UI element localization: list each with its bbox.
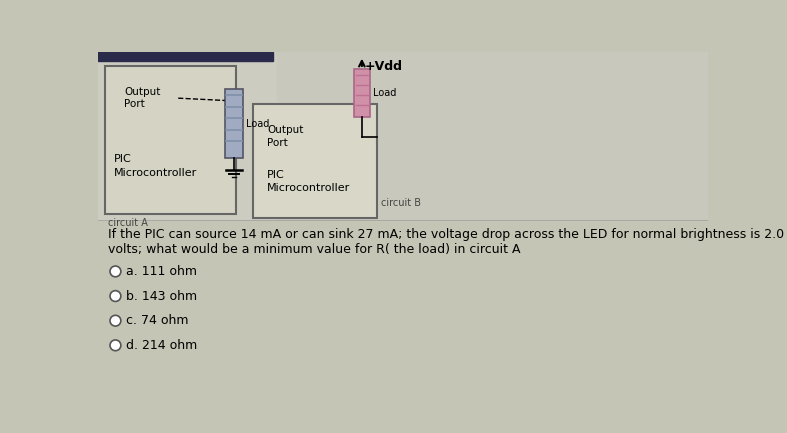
Text: c. 74 ohm: c. 74 ohm <box>125 314 188 327</box>
Text: circuit A: circuit A <box>109 218 148 228</box>
Text: d. 214 ohm: d. 214 ohm <box>125 339 197 352</box>
Bar <box>225 89 243 158</box>
Text: Load: Load <box>246 119 269 129</box>
Bar <box>98 52 273 61</box>
Text: +Vdd: +Vdd <box>365 60 403 73</box>
Text: b. 143 ohm: b. 143 ohm <box>125 290 197 303</box>
Bar <box>276 52 708 220</box>
Text: If the PIC can source 14 mA or can sink 27 mA; the voltage drop across the LED f: If the PIC can source 14 mA or can sink … <box>108 227 784 240</box>
Text: volts; what would be a minimum value for R( the load) in circuit A: volts; what would be a minimum value for… <box>108 243 520 256</box>
Text: PIC
Microcontroller: PIC Microcontroller <box>114 154 197 178</box>
Bar <box>98 52 708 220</box>
Text: PIC
Microcontroller: PIC Microcontroller <box>268 170 350 193</box>
Text: a. 111 ohm: a. 111 ohm <box>125 265 197 278</box>
Bar <box>253 104 378 218</box>
Text: Output
Port: Output Port <box>268 126 304 148</box>
Circle shape <box>110 315 121 326</box>
Circle shape <box>110 340 121 351</box>
Text: circuit B: circuit B <box>381 198 421 208</box>
Text: Output
Port: Output Port <box>124 87 161 110</box>
Bar <box>354 69 370 116</box>
Circle shape <box>110 266 121 277</box>
Circle shape <box>110 291 121 301</box>
Bar <box>105 66 236 213</box>
Text: Load: Load <box>373 88 396 98</box>
